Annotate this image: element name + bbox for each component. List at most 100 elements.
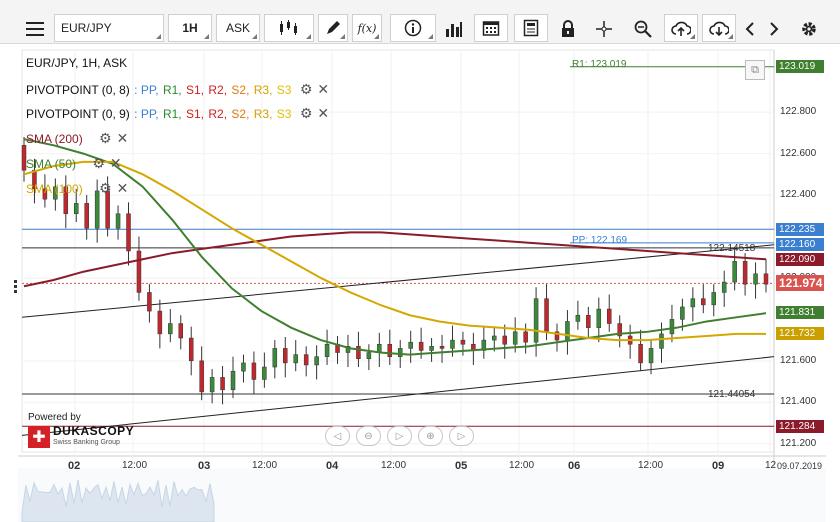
arrow-right-icon: ▷ [457, 430, 466, 442]
candle-body [272, 348, 278, 368]
sma-line-100 [23, 160, 766, 342]
pivot-level-r2: R2, [208, 107, 228, 121]
pivot-label: PIVOTPOINT (0, 8) [26, 83, 130, 97]
news-button[interactable] [514, 14, 548, 42]
candle-body [251, 362, 257, 380]
bar-chart-icon [446, 22, 462, 37]
candle-body [230, 370, 236, 391]
pan-left-button[interactable]: ◁ [325, 426, 350, 446]
candle-body [429, 346, 434, 351]
cloud-download-icon [709, 21, 729, 36]
scroll-right-button[interactable] [764, 16, 784, 42]
close-icon[interactable]: ✕ [116, 180, 129, 196]
download-button[interactable] [702, 14, 736, 42]
pivot-level-r2: R2, [208, 83, 228, 97]
side-selector[interactable]: ASK [216, 14, 260, 42]
candle-body [21, 145, 27, 171]
pencil-icon [327, 21, 340, 34]
candle-body [753, 273, 758, 285]
menu-icon[interactable] [22, 16, 48, 42]
candle-body [94, 190, 100, 229]
instrument-selector[interactable]: EUR/JPY [54, 14, 164, 42]
x-tick-label: 09.07.2019 [777, 461, 823, 471]
pivot-level-r1: R1, [162, 83, 182, 97]
candle-body [126, 213, 131, 252]
pivot-level-s2: S2, [231, 107, 250, 121]
r1-annotation: R1: 123.019 [572, 59, 627, 70]
draw-button[interactable] [318, 14, 348, 42]
x-tick-label: 03 [198, 460, 211, 472]
close-icon[interactable]: ✕ [109, 155, 122, 171]
zoom-in-button[interactable]: ⊕ [418, 426, 443, 446]
popout-icon[interactable]: ⧉ [745, 60, 765, 80]
indicators-button[interactable]: f(x) [352, 14, 382, 42]
candle-body [356, 346, 361, 360]
candle-body [596, 308, 602, 328]
price-tag: 121.732 [776, 326, 824, 340]
crosshair-button[interactable] [590, 16, 618, 42]
gear-icon[interactable]: ⚙ [99, 130, 112, 146]
close-icon[interactable]: ✕ [317, 105, 330, 121]
toolbar: EUR/JPY 1H ASK f(x) [0, 0, 840, 44]
pan-right-button[interactable]: ▷ [449, 426, 474, 446]
x-tick-label: 02 [68, 460, 81, 472]
candle-body [565, 321, 570, 341]
candle-body [586, 314, 591, 328]
sma-line-200 [23, 231, 767, 288]
x-tick-label: 05 [455, 460, 468, 472]
gear-icon[interactable]: ⚙ [299, 81, 313, 97]
info-button[interactable] [390, 14, 436, 42]
candle-body [178, 323, 184, 339]
y-tick-label: 122.400 [780, 189, 817, 201]
instrument-label: EUR/JPY [61, 21, 112, 35]
close-icon[interactable]: ✕ [116, 130, 129, 146]
chart-type-button[interactable] [264, 14, 314, 42]
scroll-left-button[interactable] [740, 16, 760, 42]
candle-body [42, 188, 48, 200]
pivot-level-s3: S3 [276, 107, 292, 121]
candle-body [293, 354, 298, 364]
candle-body [303, 354, 309, 366]
navigator-area [18, 468, 826, 522]
settings-button[interactable] [796, 16, 822, 42]
lock-button[interactable] [554, 16, 582, 42]
candle-body [345, 346, 351, 353]
price-tag: 122.160 [776, 238, 824, 252]
volume-button[interactable] [440, 16, 468, 42]
gear-icon[interactable]: ⚙ [92, 155, 105, 171]
upload-button[interactable] [664, 14, 698, 42]
cloud-upload-icon [671, 21, 691, 36]
pivot-level-pp: : PP, [134, 107, 159, 121]
calendar-button[interactable] [474, 14, 508, 42]
pivot-label: PIVOTPOINT (0, 9) [26, 107, 130, 121]
candle-body [492, 335, 497, 341]
powered-by-text: Powered by [28, 412, 81, 423]
candle-body [523, 331, 528, 343]
candle-body [136, 250, 142, 293]
candle-body [241, 362, 246, 372]
candle-body [680, 306, 685, 320]
zoom-button[interactable] [628, 16, 658, 42]
zoom-in-icon: ⊕ [426, 430, 435, 442]
reset-icon: ▷ [395, 430, 404, 442]
drag-handle[interactable] [14, 280, 17, 294]
candle-body [324, 343, 330, 357]
zoom-out-button[interactable]: ⊖ [356, 426, 381, 446]
price-tag: 122.235 [776, 222, 824, 236]
gear-icon[interactable]: ⚙ [99, 180, 112, 196]
price-tag: 122.090 [776, 252, 824, 266]
candle-body [659, 333, 664, 349]
timeframe-selector[interactable]: 1H [168, 14, 212, 42]
pivot-level-s3: S3 [276, 83, 292, 97]
dukascopy-logo[interactable]: ✚ DUKASCOPY Swiss Banking Group [28, 425, 138, 449]
close-icon[interactable]: ✕ [317, 81, 330, 97]
candle-body [711, 292, 716, 306]
candle-body [502, 335, 507, 345]
y-tick-label: 122.600 [780, 147, 817, 159]
lower-trendline [21, 356, 775, 436]
gear-icon[interactable]: ⚙ [299, 105, 313, 121]
reset-button[interactable]: ▷ [387, 426, 412, 446]
candle-body [638, 343, 643, 364]
sma-legend-50: SMA (50) ⚙ ✕ [26, 155, 123, 172]
